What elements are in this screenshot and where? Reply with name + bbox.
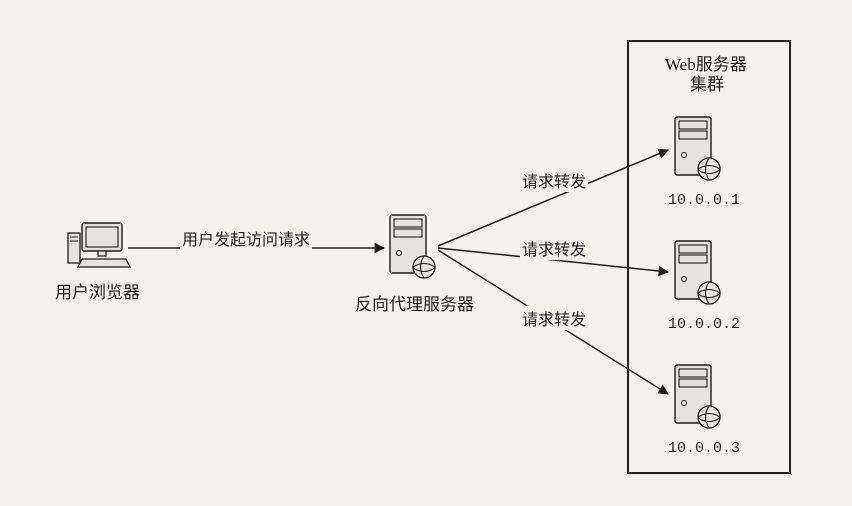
server-1-ip: 10.0.0.1	[668, 192, 740, 209]
client-pc-icon	[68, 223, 130, 267]
proxy-server-icon	[390, 215, 435, 278]
cluster-box	[627, 40, 791, 474]
client-label: 用户浏览器	[55, 278, 140, 303]
edge-label-proxy-server3: 请求转发	[520, 306, 588, 330]
edge-label-proxy-server1: 请求转发	[520, 168, 588, 192]
diagram-canvas: Web服务器 集群	[0, 0, 852, 506]
edge-label-proxy-server2: 请求转发	[520, 236, 588, 260]
server-3-ip: 10.0.0.3	[668, 440, 740, 457]
cluster-title-line2: 集群	[690, 70, 724, 95]
proxy-label: 反向代理服务器	[355, 290, 474, 315]
server-2-ip: 10.0.0.2	[668, 316, 740, 333]
edge-label-client-proxy: 用户发起访问请求	[180, 226, 312, 250]
